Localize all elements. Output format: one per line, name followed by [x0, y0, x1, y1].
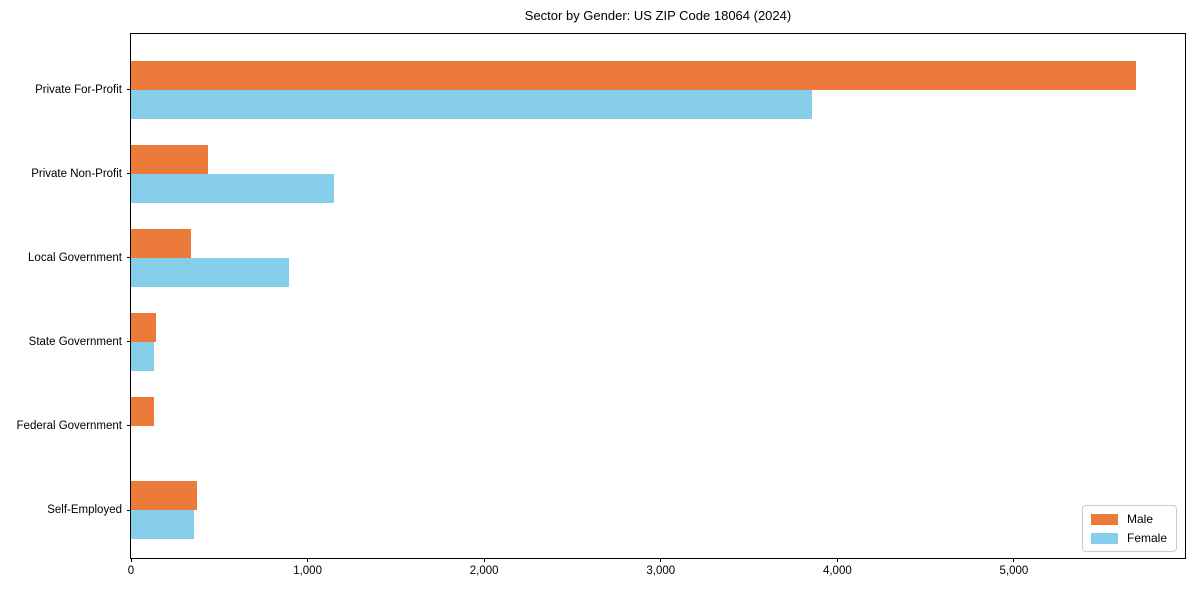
legend-item-male: Male [1090, 512, 1167, 526]
x-axis-tick [660, 558, 662, 562]
x-axis-tick-label: 3,000 [646, 565, 676, 577]
bar-male-3 [131, 312, 156, 342]
bar-female-1 [131, 173, 335, 203]
category-label: Private Non-Profit [31, 167, 122, 180]
category-label: Private For-Profit [35, 83, 122, 96]
x-axis-tick-label: 0 [127, 565, 135, 577]
male-series-swatch [1090, 513, 1118, 525]
bar-female-5 [131, 510, 195, 539]
y-axis-tick [127, 341, 131, 343]
x-axis-tick-label: 5,000 [999, 565, 1029, 577]
bar-male-1 [131, 144, 209, 174]
x-axis-tick-label: 2,000 [469, 565, 499, 577]
bar-female-0 [131, 89, 812, 119]
x-axis-tick [836, 558, 838, 562]
category-label: State Government [28, 335, 122, 348]
y-axis-tick [127, 257, 131, 259]
legend-label-female: Female [1126, 531, 1167, 545]
legend: Male Female [1081, 505, 1177, 552]
female-series-swatch [1090, 532, 1118, 544]
category-label: Federal Government [16, 419, 122, 432]
bar-male-0 [131, 60, 1136, 90]
x-axis-tick-label: 4,000 [822, 565, 852, 577]
category-label: Local Government [28, 251, 122, 264]
category-label: Self-Employed [47, 504, 122, 516]
chart-title: Sector by Gender: US ZIP Code 18064 (202… [524, 8, 792, 23]
bar-male-2 [131, 228, 192, 258]
bar-female-3 [131, 341, 154, 371]
y-axis-tick [127, 89, 131, 90]
legend-item-female: Female [1090, 531, 1167, 545]
bar-male-4 [131, 396, 154, 426]
x-axis-tick [130, 558, 132, 562]
x-axis-tick [307, 558, 309, 562]
x-axis-tick [483, 558, 485, 562]
bar-male-5 [131, 481, 198, 510]
plot-area: Male Female 0 1,000 2,000 3,000 4,000 5,000 Pr… [17, 33, 1186, 577]
y-axis-tick [127, 173, 131, 175]
bar-female-2 [131, 257, 290, 287]
y-axis-tick [127, 425, 131, 427]
x-axis-tick [1013, 558, 1015, 562]
y-axis-tick [127, 509, 131, 511]
x-axis-tick-label: 1,000 [293, 565, 322, 577]
legend-label-male: Male [1126, 512, 1153, 526]
